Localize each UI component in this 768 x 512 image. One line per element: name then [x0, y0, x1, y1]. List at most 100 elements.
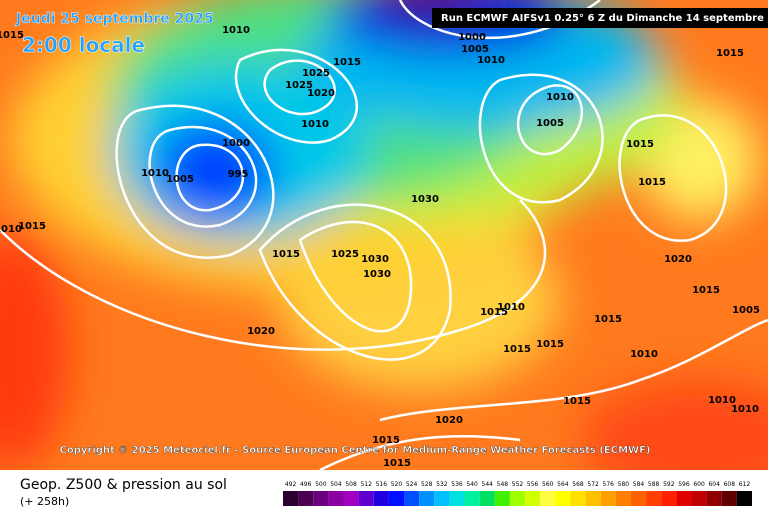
isobar-label: 1020: [247, 326, 275, 337]
scale-swatch: [570, 491, 586, 506]
scale-swatch: [615, 491, 631, 506]
isobar-label: 1010: [222, 25, 250, 36]
copyright: Copyright © 2025 Meteociel.fr - Source E…: [60, 445, 651, 456]
isobar-label: 1015: [503, 344, 531, 355]
scale-label: 504: [330, 481, 342, 488]
scale-swatch: [479, 491, 495, 506]
scale-swatch: [313, 491, 329, 506]
scale-label: 540: [466, 481, 478, 488]
scale-label: 588: [648, 481, 660, 488]
valid-date: Jeudi 25 septembre 2025: [15, 11, 214, 27]
isobar-label: 1030: [411, 194, 439, 205]
isobar-label: 1000: [222, 138, 250, 149]
scale-label: 592: [663, 481, 675, 488]
isobar-label: 995: [228, 169, 249, 180]
scale-label: 584: [633, 481, 645, 488]
scale-label: 512: [360, 481, 372, 488]
isobar-label: 1015: [638, 177, 666, 188]
isobar-label: 1015: [383, 458, 411, 469]
isobar-label: 1015: [594, 314, 622, 325]
footer-lead: (+ 258h): [20, 495, 69, 508]
run-info: Run ECMWF AIFSv1 0.25° 6 Z du Dimanche 1…: [441, 13, 768, 24]
isobar-label: 1005: [536, 118, 564, 129]
scale-swatch: [328, 491, 344, 506]
scale-label: 552: [512, 481, 524, 488]
isobar-label: 1015: [626, 139, 654, 150]
isobar-label: 1010: [630, 349, 658, 360]
scale-label: 516: [376, 481, 388, 488]
scale-swatch: [464, 491, 480, 506]
isobar-label: 1030: [363, 269, 391, 280]
scale-label: 612: [739, 481, 751, 488]
scale-label: 532: [436, 481, 448, 488]
scale-label: 580: [618, 481, 630, 488]
scale-label: 576: [603, 481, 615, 488]
isobar-label: 1020: [307, 88, 335, 99]
footer-title: Geop. Z500 & pression au sol: [20, 477, 227, 493]
scale-swatch: [721, 491, 737, 506]
scale-label: 560: [542, 481, 554, 488]
isobar-label: 1010: [546, 92, 574, 103]
isobar-label: 1015: [272, 249, 300, 260]
isobar-label: 1015: [372, 435, 400, 446]
isobar-label: 1025: [302, 68, 330, 79]
scale-swatch: [600, 491, 616, 506]
scale-label: 492: [285, 481, 297, 488]
isobar-label: 1020: [435, 415, 463, 426]
isobar-label: 1005: [732, 305, 760, 316]
isobar-label: 1015: [692, 285, 720, 296]
isobar-label: 1010: [141, 168, 169, 179]
scale-swatch: [388, 491, 405, 506]
isobar-label: 1005: [461, 44, 489, 55]
scale-swatch: [585, 491, 601, 506]
isobar-label: 1010: [477, 55, 505, 66]
scale-swatch: [540, 491, 556, 506]
scale-swatch: [283, 491, 299, 506]
scale-swatch: [494, 491, 510, 506]
scale-swatch: [736, 491, 752, 506]
scale-swatch: [706, 491, 722, 506]
field: [0, 0, 768, 470]
isobar-label: 1015: [0, 30, 24, 41]
scale-label: 496: [300, 481, 312, 488]
isobar-label: 1005: [166, 174, 194, 185]
scale-label: 572: [587, 481, 599, 488]
isobar-label: 1010: [301, 119, 329, 130]
scale-swatch: [404, 491, 420, 506]
run-banner: [432, 8, 768, 28]
scale-swatch: [525, 491, 541, 506]
scale-label: 604: [708, 481, 720, 488]
scale-label: 568: [572, 481, 584, 488]
isobar-label: 1010: [0, 224, 22, 235]
scale-swatch: [646, 491, 662, 506]
scale-label: 508: [345, 481, 357, 488]
isobar-label: 1010: [497, 302, 525, 313]
scale-swatch: [419, 491, 435, 506]
scale-label: 564: [557, 481, 569, 488]
scale-swatch: [298, 491, 314, 506]
scale-swatch: [661, 491, 677, 506]
isobar-label: 1015: [480, 307, 508, 318]
scale-swatch: [373, 491, 389, 506]
scale-label: 524: [406, 481, 418, 488]
isobar-label: 1015: [333, 57, 361, 68]
isobar-label: 1015: [563, 396, 591, 407]
scale-label: 520: [391, 481, 403, 488]
isobar-label: 1015: [18, 221, 46, 232]
scale-label: 556: [527, 481, 539, 488]
scale-swatch: [358, 491, 374, 506]
scale-swatch: [691, 491, 707, 506]
isobar-label: 1015: [716, 48, 744, 59]
scale-swatch: [555, 491, 571, 506]
scale-swatch: [343, 491, 359, 506]
isobar-label: 1020: [664, 254, 692, 265]
scale-swatch: [676, 491, 692, 506]
isobar-label: 1010: [731, 404, 759, 415]
scale-swatch: [509, 491, 526, 506]
scale-swatch: [434, 491, 450, 506]
scale-label: 600: [693, 481, 705, 488]
isobar-label: 1015: [536, 339, 564, 350]
valid-time: 2:00 locale: [22, 33, 145, 57]
